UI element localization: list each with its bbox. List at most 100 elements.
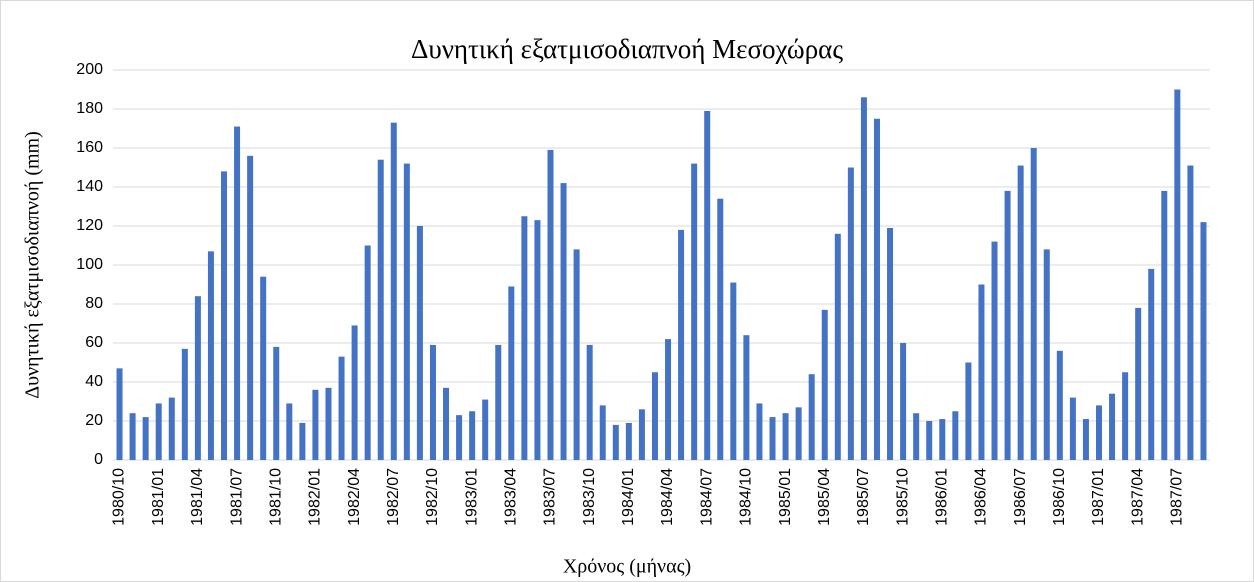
bar: [390, 122, 397, 461]
bar: [887, 227, 894, 460]
x-tick-label: 1987/07: [1169, 468, 1186, 526]
bar: [508, 286, 515, 460]
bar: [181, 348, 188, 460]
bar: [1109, 393, 1116, 460]
bar: [534, 220, 541, 460]
bar: [586, 344, 593, 460]
x-tick-label: 1981/04: [189, 468, 206, 526]
bar: [691, 163, 698, 460]
bar: [599, 405, 606, 460]
bar: [416, 226, 423, 460]
x-tick-label: 1987/04: [1129, 468, 1146, 526]
y-tick-label: 180: [76, 100, 103, 117]
bar: [952, 411, 959, 460]
bar: [325, 387, 332, 460]
x-tick-label: 1987/01: [1090, 468, 1107, 526]
bar: [913, 413, 920, 460]
x-tick-label: 1983/10: [581, 468, 598, 526]
x-tick-label: 1983/04: [503, 468, 520, 526]
x-tick-label: 1983/01: [463, 468, 480, 526]
x-tick-label: 1982/10: [424, 468, 441, 526]
bar: [482, 399, 489, 460]
bar: [1174, 89, 1181, 460]
bar: [625, 422, 632, 460]
x-tick-label: 1984/10: [738, 468, 755, 526]
bar: [769, 417, 776, 460]
bar: [847, 167, 854, 460]
bar: [547, 149, 554, 460]
x-tick-label: 1981/10: [267, 468, 284, 526]
bar: [155, 403, 162, 460]
y-tick-label: 0: [94, 451, 103, 468]
x-tick-label: 1984/04: [659, 468, 676, 526]
bar: [194, 296, 201, 460]
bar: [351, 325, 358, 460]
bar: [730, 282, 737, 460]
bar: [1095, 405, 1102, 460]
bar: [521, 216, 528, 460]
bar: [704, 110, 711, 460]
x-tick-label: 1985/07: [855, 468, 872, 526]
bar: [260, 276, 267, 460]
bar: [1187, 165, 1194, 461]
bar: [168, 397, 175, 460]
x-tick-label: 1980/10: [111, 468, 128, 526]
bar: [312, 389, 319, 460]
bar: [1135, 307, 1142, 460]
bar: [338, 356, 345, 460]
bar: [364, 245, 371, 460]
bar: [1056, 350, 1063, 460]
x-axis-label: Χρόνος (μήνας): [563, 556, 691, 578]
bar: [1148, 268, 1155, 460]
x-tick-label: 1983/07: [542, 468, 559, 526]
bar: [834, 233, 841, 460]
y-tick-label: 160: [76, 139, 103, 156]
bar: [403, 163, 410, 460]
y-tick-label: 80: [85, 295, 103, 312]
bar: [443, 387, 450, 460]
bar: [978, 284, 985, 460]
bar: [860, 97, 867, 461]
y-tick-label: 120: [76, 217, 103, 234]
x-tick-label: 1985/01: [777, 468, 794, 526]
bar: [129, 413, 136, 460]
bar: [873, 118, 880, 460]
bar: [678, 229, 685, 460]
bar: [299, 422, 306, 460]
x-tick-label: 1986/04: [973, 468, 990, 526]
x-tick-label: 1986/10: [1051, 468, 1068, 526]
x-tick-label: 1981/01: [150, 468, 167, 526]
bar: [495, 344, 502, 460]
bar: [116, 368, 123, 460]
bar: [1082, 419, 1089, 460]
x-tick-label: 1986/07: [1012, 468, 1029, 526]
x-tick-label: 1986/01: [933, 468, 950, 526]
bar: [821, 309, 828, 460]
bar: [142, 417, 149, 460]
bar: [612, 424, 619, 460]
x-tick-label: 1982/01: [307, 468, 324, 526]
bar: [247, 155, 254, 461]
bar: [717, 198, 724, 460]
bar: [573, 249, 580, 460]
bar: [1161, 190, 1168, 460]
bar: [1122, 372, 1129, 460]
bar: [1043, 249, 1050, 460]
bar: [273, 346, 280, 460]
bar: [377, 159, 384, 460]
bar: [286, 403, 293, 460]
y-tick-label: 100: [76, 256, 103, 273]
bar: [560, 183, 567, 460]
x-tick-label: 1982/04: [346, 468, 363, 526]
x-tick-label: 1984/01: [620, 468, 637, 526]
y-tick-label: 20: [85, 412, 103, 429]
x-tick-label: 1984/07: [698, 468, 715, 526]
bar: [756, 403, 763, 460]
bar: [638, 409, 645, 460]
bar: [965, 362, 972, 460]
x-tick-label: 1985/10: [894, 468, 911, 526]
bar: [456, 415, 463, 460]
bar: [469, 411, 476, 460]
bar: [782, 413, 789, 460]
